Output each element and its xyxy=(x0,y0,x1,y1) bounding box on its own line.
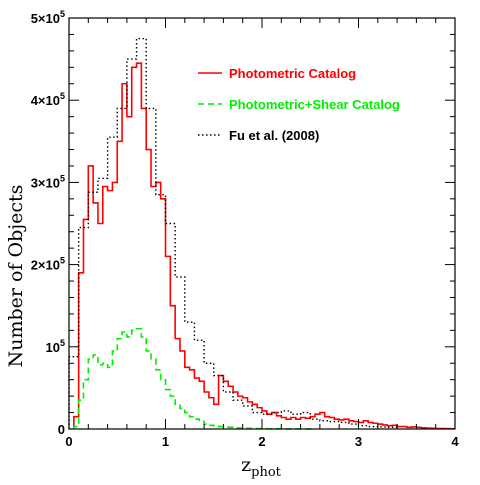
x-tick-label: 4 xyxy=(451,434,459,449)
y-tick-label: 105 xyxy=(46,338,65,355)
x-axis-label-main: z xyxy=(241,454,251,476)
x-tick-label: 0 xyxy=(65,434,72,449)
x-axis-label: zphot xyxy=(241,454,282,480)
x-tick-label: 2 xyxy=(258,434,265,449)
x-tick-label: 3 xyxy=(355,434,362,449)
series-line-3 xyxy=(68,37,398,429)
x-tick-label: 1 xyxy=(162,434,169,449)
legend: Photometric Catalog Photometric+Shear Cat… xyxy=(198,66,400,143)
series-line-1 xyxy=(73,62,455,430)
legend-label: Photometric+Shear Catalog xyxy=(229,97,400,112)
axes-layer: 0 1 2 3 4 0 105 2×105 3×105 4×105 5×105 xyxy=(31,9,460,449)
legend-label: Photometric Catalog xyxy=(229,66,356,81)
legend-label: Fu et al. (2008) xyxy=(229,128,319,143)
y-axis-label: Number of Objects xyxy=(5,185,27,368)
y-tick-label: 5×105 xyxy=(31,9,65,26)
x-axis-label-subscript: phot xyxy=(251,465,282,480)
series-line-2 xyxy=(73,327,316,430)
y-tick-label: 3×105 xyxy=(31,173,65,190)
y-tick-label: 2×105 xyxy=(31,256,65,273)
y-tick-label: 0 xyxy=(58,422,65,437)
y-tick-label: 4×105 xyxy=(31,91,65,108)
